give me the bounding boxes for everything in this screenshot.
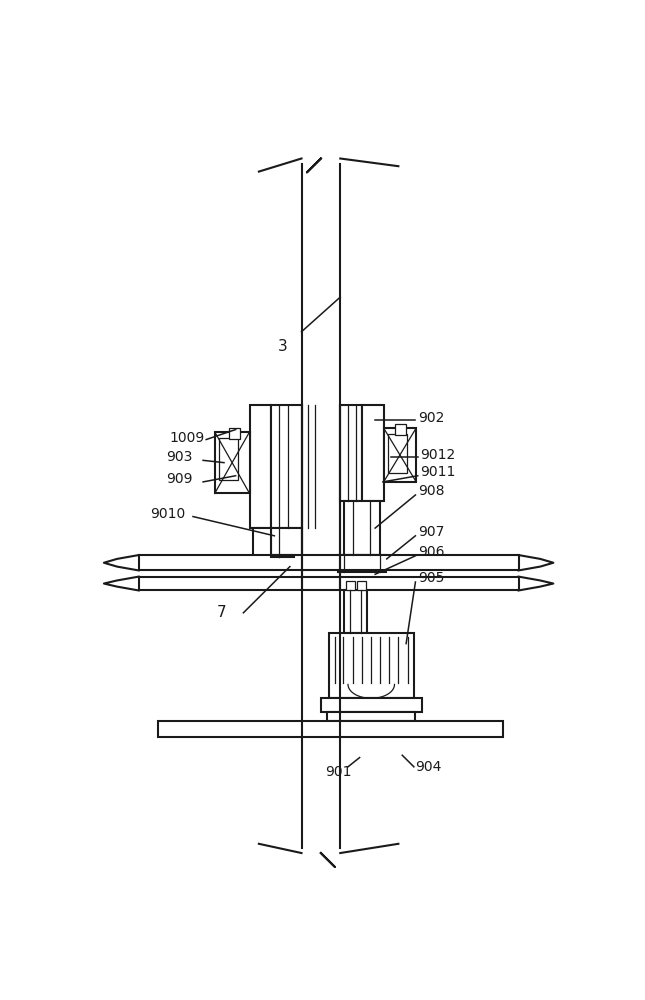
Bar	[272, 528, 301, 557]
Bar	[253, 528, 272, 557]
Bar	[328, 633, 414, 698]
Bar	[362, 405, 384, 501]
Text: 909: 909	[166, 472, 192, 486]
Text: 903: 903	[166, 450, 192, 464]
Bar	[158, 721, 503, 737]
Text: 7: 7	[216, 605, 226, 620]
Bar	[272, 405, 301, 528]
Text: 901: 901	[324, 765, 352, 779]
Bar	[139, 577, 519, 590]
Text: 9010: 9010	[150, 507, 186, 521]
Bar	[388, 434, 407, 473]
Text: 1009: 1009	[170, 431, 205, 445]
Bar	[219, 438, 238, 480]
Bar	[395, 424, 406, 435]
Text: 907: 907	[418, 525, 444, 539]
Bar	[357, 581, 366, 590]
Bar	[139, 555, 519, 570]
Bar	[341, 405, 362, 501]
Text: 902: 902	[418, 411, 444, 425]
Bar	[321, 698, 422, 712]
Bar	[272, 555, 293, 557]
Bar	[344, 501, 380, 555]
Bar	[250, 405, 272, 528]
Bar	[338, 555, 386, 572]
Text: 904: 904	[415, 760, 442, 774]
Text: 3: 3	[278, 339, 288, 354]
Bar	[344, 590, 368, 633]
Text: 905: 905	[418, 571, 444, 585]
Text: 906: 906	[418, 545, 444, 559]
Text: 9012: 9012	[420, 448, 455, 462]
Bar	[327, 712, 415, 721]
Bar	[228, 428, 239, 439]
Bar	[384, 428, 416, 482]
Bar	[346, 581, 355, 590]
Text: 9011: 9011	[420, 465, 455, 479]
Bar	[215, 432, 250, 493]
Text: 908: 908	[418, 484, 444, 498]
